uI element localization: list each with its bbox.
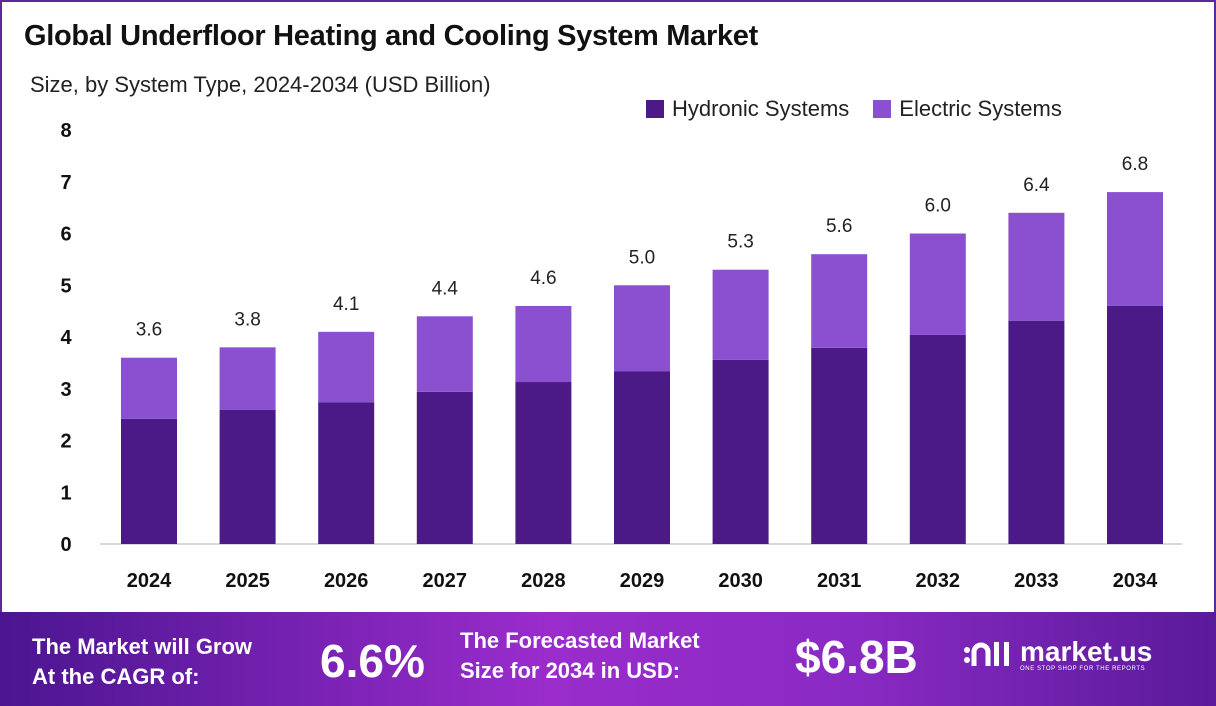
y-tick-label: 2 <box>60 431 71 453</box>
bar-electric-2034 <box>1107 192 1163 306</box>
x-tick-label: 2030 <box>718 570 763 592</box>
footer-banner: The Market will Grow At the CAGR of: 6.6%… <box>0 612 1216 706</box>
total-data-label: 4.6 <box>530 268 556 289</box>
forecast-label: The Forecasted Market Size for 2034 in US… <box>460 626 700 686</box>
bar-hydronic-2024 <box>121 418 177 544</box>
legend-swatch-electric <box>873 100 892 118</box>
cagr-label-line: At the CAGR of: <box>32 664 200 689</box>
y-tick-label: 6 <box>60 224 71 246</box>
bar-hydronic-2028 <box>515 382 572 544</box>
bar-chart: 0 1 2 3 4 5 6 7 8 3.6 2024 3.8 2025 4.1 2026 4.4 2027 4.6… <box>60 120 1182 592</box>
cagr-label: The Market will Grow At the CAGR of: <box>32 632 252 692</box>
total-data-label: 5.0 <box>629 247 655 268</box>
x-tick-label: 2033 <box>1014 570 1059 592</box>
bar-electric-2031 <box>811 254 868 348</box>
total-data-label: 6.0 <box>925 196 951 217</box>
x-tick-label: 2024 <box>127 570 172 592</box>
total-data-label: 3.6 <box>136 320 162 341</box>
legend-item-hydronic: Hydronic Systems <box>646 96 849 122</box>
x-tick-label: 2027 <box>423 570 468 592</box>
x-tick-label: 2029 <box>620 570 665 592</box>
y-tick-label: 7 <box>60 172 71 194</box>
total-data-label: 5.3 <box>727 232 753 253</box>
bar-hydronic-2032 <box>909 334 966 544</box>
bar-hydronic-2027 <box>416 391 473 544</box>
bar-electric-2026 <box>318 331 375 403</box>
cagr-value: 6.6% <box>320 635 425 687</box>
bar-hydronic-2026 <box>318 402 375 544</box>
logo-name: market.us <box>1020 636 1153 667</box>
bar-electric-2024 <box>121 357 177 419</box>
y-tick-label: 8 <box>60 120 71 142</box>
total-data-label: 5.6 <box>826 216 852 237</box>
bar-electric-2032 <box>909 233 966 335</box>
forecast-value: $6.8B <box>795 631 918 683</box>
cagr-label-line: The Market will Grow <box>32 634 253 659</box>
y-tick-label: 1 <box>60 482 71 504</box>
x-tick-label: 2031 <box>817 570 862 592</box>
legend: Hydronic Systems Electric Systems <box>646 96 1062 122</box>
bar-electric-2033 <box>1008 212 1065 321</box>
forecast-label-line: Size for 2034 in USD: <box>460 658 681 683</box>
legend-label: Hydronic Systems <box>672 96 850 121</box>
x-tick-label: 2028 <box>521 570 566 592</box>
bar-hydronic-2029 <box>614 371 670 544</box>
total-data-label: 3.8 <box>234 309 260 330</box>
bar-electric-2028 <box>515 305 572 383</box>
forecast-label-line: The Forecasted Market <box>460 628 700 653</box>
y-tick-label: 3 <box>60 379 71 401</box>
logo-icon <box>964 642 1009 666</box>
bar-electric-2027 <box>416 316 473 392</box>
logo-tagline: ONE STOP SHOP FOR THE REPORTS <box>1020 666 1146 672</box>
bar-hydronic-2034 <box>1107 305 1163 544</box>
bar-electric-2029 <box>614 285 670 372</box>
legend-item-electric: Electric Systems <box>873 96 1062 122</box>
total-data-label: 4.4 <box>432 278 459 299</box>
total-data-label: 6.8 <box>1122 154 1148 175</box>
bar-hydronic-2031 <box>811 347 868 544</box>
x-tick-label: 2034 <box>1113 570 1158 592</box>
y-tick-label: 5 <box>60 275 71 297</box>
y-tick-label: 0 <box>60 534 71 556</box>
bar-electric-2025 <box>219 347 276 410</box>
legend-swatch-hydronic <box>646 100 664 118</box>
x-tick-label: 2032 <box>916 570 961 592</box>
legend-label: Electric Systems <box>899 96 1062 121</box>
bar-hydronic-2025 <box>219 409 276 544</box>
bar-electric-2030 <box>712 269 769 360</box>
bar-hydronic-2033 <box>1008 320 1065 544</box>
market-us-logo: market.us ONE STOP SHOP FOR THE REPORTS <box>962 638 1152 672</box>
y-tick-label: 4 <box>60 327 72 349</box>
chart-title: Global Underfloor Heating and Cooling Sy… <box>24 20 758 52</box>
total-data-label: 4.1 <box>333 294 359 315</box>
x-tick-label: 2026 <box>324 570 369 592</box>
bar-hydronic-2030 <box>712 359 769 544</box>
chart-subtitle: Size, by System Type, 2024-2034 (USD Bil… <box>30 72 491 97</box>
x-tick-label: 2025 <box>225 570 270 592</box>
total-data-label: 6.4 <box>1023 175 1050 196</box>
